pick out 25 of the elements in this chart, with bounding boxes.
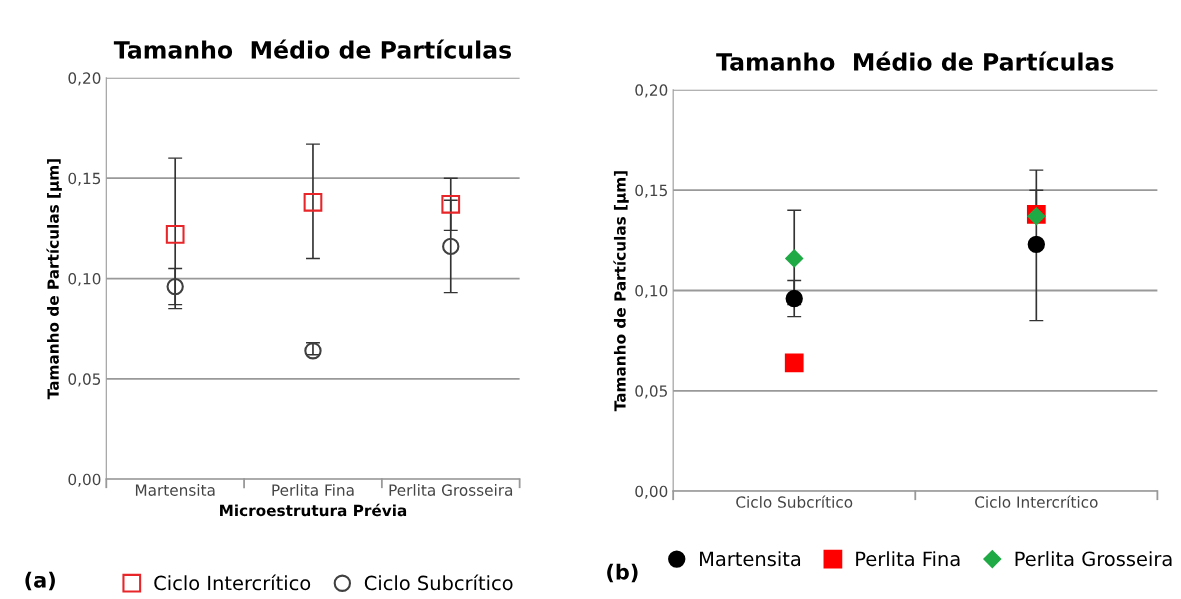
legend-label: Perlita Grosseira bbox=[1015, 551, 1172, 567]
x-axis-title: Microestrutura Prévia bbox=[220, 503, 407, 517]
y-tick-label: 0,05 bbox=[68, 373, 101, 387]
y-tick-label: 0,20 bbox=[635, 84, 668, 98]
y-tick-label: 0,00 bbox=[68, 473, 101, 487]
x-tick-label: Perlita Fina bbox=[272, 484, 354, 496]
y-axis-title: Tamanho de Partículas [µm] bbox=[613, 171, 629, 412]
y-tick-label: 0,10 bbox=[68, 273, 101, 287]
y-tick-label: 0,05 bbox=[635, 385, 667, 399]
y-tick-label: 0,15 bbox=[635, 184, 667, 198]
x-tick-label: Martensita bbox=[135, 484, 215, 496]
legend-label: Perlita Fina bbox=[856, 551, 960, 567]
y-tick-label: 0,20 bbox=[68, 72, 101, 86]
legend-label: Martensita bbox=[700, 551, 801, 567]
y-axis-title: Tamanho de Partículas [µm] bbox=[46, 159, 62, 400]
y-tick-label: 0,00 bbox=[635, 485, 668, 499]
text: (a) bbox=[25, 571, 55, 591]
legend-label: Ciclo Subcrítico bbox=[364, 574, 513, 591]
chart-title: Tamanho Médio de Partículas bbox=[113, 39, 512, 59]
y-tick-label: 0,15 bbox=[68, 172, 101, 186]
text: (b) bbox=[607, 563, 638, 583]
y-tick-label: 0,10 bbox=[635, 284, 668, 299]
x-tick-label: Perlita Grosseira bbox=[389, 484, 513, 496]
chart-title: Tamanho Médio de Partículas bbox=[716, 51, 1114, 71]
legend-label: Ciclo Intercrítico bbox=[154, 574, 311, 591]
